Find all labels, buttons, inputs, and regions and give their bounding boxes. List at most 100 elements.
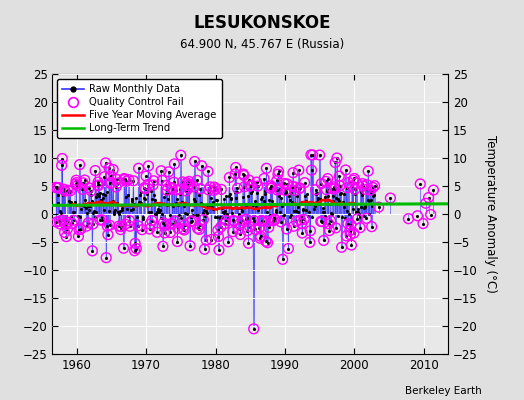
Point xyxy=(93,182,102,188)
Point xyxy=(195,226,203,233)
Point xyxy=(300,216,308,223)
Point xyxy=(172,187,180,193)
Point xyxy=(427,211,435,218)
Point xyxy=(269,218,278,224)
Point xyxy=(66,188,74,194)
Point xyxy=(174,225,182,232)
Point xyxy=(103,223,112,229)
Point xyxy=(331,186,339,192)
Point xyxy=(246,183,254,189)
Point xyxy=(330,184,339,190)
Point xyxy=(158,177,167,184)
Point xyxy=(416,181,424,187)
Point xyxy=(59,217,67,223)
Point xyxy=(375,204,383,210)
Point xyxy=(179,226,187,232)
Text: 64.900 N, 45.767 E (Russia): 64.900 N, 45.767 E (Russia) xyxy=(180,38,344,51)
Point xyxy=(322,178,330,185)
Point xyxy=(161,222,169,228)
Point xyxy=(234,226,243,232)
Point xyxy=(131,240,139,246)
Point xyxy=(169,221,177,227)
Point xyxy=(87,188,95,194)
Point xyxy=(335,173,343,179)
Point xyxy=(254,183,262,189)
Point xyxy=(113,176,121,182)
Point xyxy=(138,226,146,233)
Point xyxy=(149,178,158,184)
Point xyxy=(272,177,281,184)
Point xyxy=(104,232,112,238)
Point xyxy=(333,155,341,161)
Point xyxy=(176,186,184,192)
Point xyxy=(180,227,189,233)
Point xyxy=(317,180,325,187)
Point xyxy=(200,246,209,252)
Point xyxy=(117,224,125,230)
Point xyxy=(268,184,276,190)
Point xyxy=(289,170,297,176)
Point xyxy=(347,222,355,228)
Point xyxy=(210,184,219,190)
Point xyxy=(325,227,334,234)
Point xyxy=(386,195,395,201)
Point xyxy=(320,237,328,244)
Point xyxy=(105,165,113,171)
Point xyxy=(159,243,167,250)
Point xyxy=(125,176,133,183)
Point xyxy=(228,228,237,235)
Point xyxy=(190,184,198,190)
Point xyxy=(141,186,150,192)
Point xyxy=(100,174,108,180)
Point xyxy=(94,179,102,185)
Point xyxy=(359,183,367,189)
Point xyxy=(187,218,195,225)
Point xyxy=(245,223,254,230)
Point xyxy=(275,168,283,174)
Point xyxy=(162,182,170,189)
Point xyxy=(367,224,376,230)
Point xyxy=(82,223,91,229)
Point xyxy=(183,182,192,189)
Point xyxy=(323,176,332,182)
Point xyxy=(274,171,282,177)
Point xyxy=(193,225,202,232)
Legend: Raw Monthly Data, Quality Control Fail, Five Year Moving Average, Long-Term Tren: Raw Monthly Data, Quality Control Fail, … xyxy=(58,79,222,138)
Point xyxy=(253,179,261,185)
Point xyxy=(232,164,240,171)
Point xyxy=(290,187,299,194)
Point xyxy=(288,183,297,190)
Point xyxy=(58,162,66,168)
Point xyxy=(258,217,266,224)
Point xyxy=(239,172,248,179)
Point xyxy=(325,221,333,227)
Point xyxy=(62,234,70,240)
Point xyxy=(198,162,206,169)
Point xyxy=(106,180,114,187)
Point xyxy=(266,185,275,192)
Point xyxy=(171,218,179,224)
Y-axis label: Temperature Anomaly (°C): Temperature Anomaly (°C) xyxy=(484,135,497,293)
Point xyxy=(282,226,291,232)
Point xyxy=(233,185,242,192)
Point xyxy=(370,182,379,189)
Point xyxy=(350,175,358,182)
Point xyxy=(229,217,237,224)
Point xyxy=(214,227,222,234)
Point xyxy=(145,226,154,232)
Point xyxy=(353,216,362,222)
Point xyxy=(273,187,281,193)
Point xyxy=(165,169,173,175)
Point xyxy=(316,218,325,224)
Point xyxy=(362,186,370,193)
Point xyxy=(206,184,214,190)
Point xyxy=(422,200,430,206)
Point xyxy=(255,224,264,231)
Point xyxy=(72,177,80,184)
Point xyxy=(342,167,350,173)
Point xyxy=(60,229,69,236)
Point xyxy=(225,174,234,181)
Point xyxy=(167,184,176,191)
Point xyxy=(366,187,374,193)
Point xyxy=(63,226,72,232)
